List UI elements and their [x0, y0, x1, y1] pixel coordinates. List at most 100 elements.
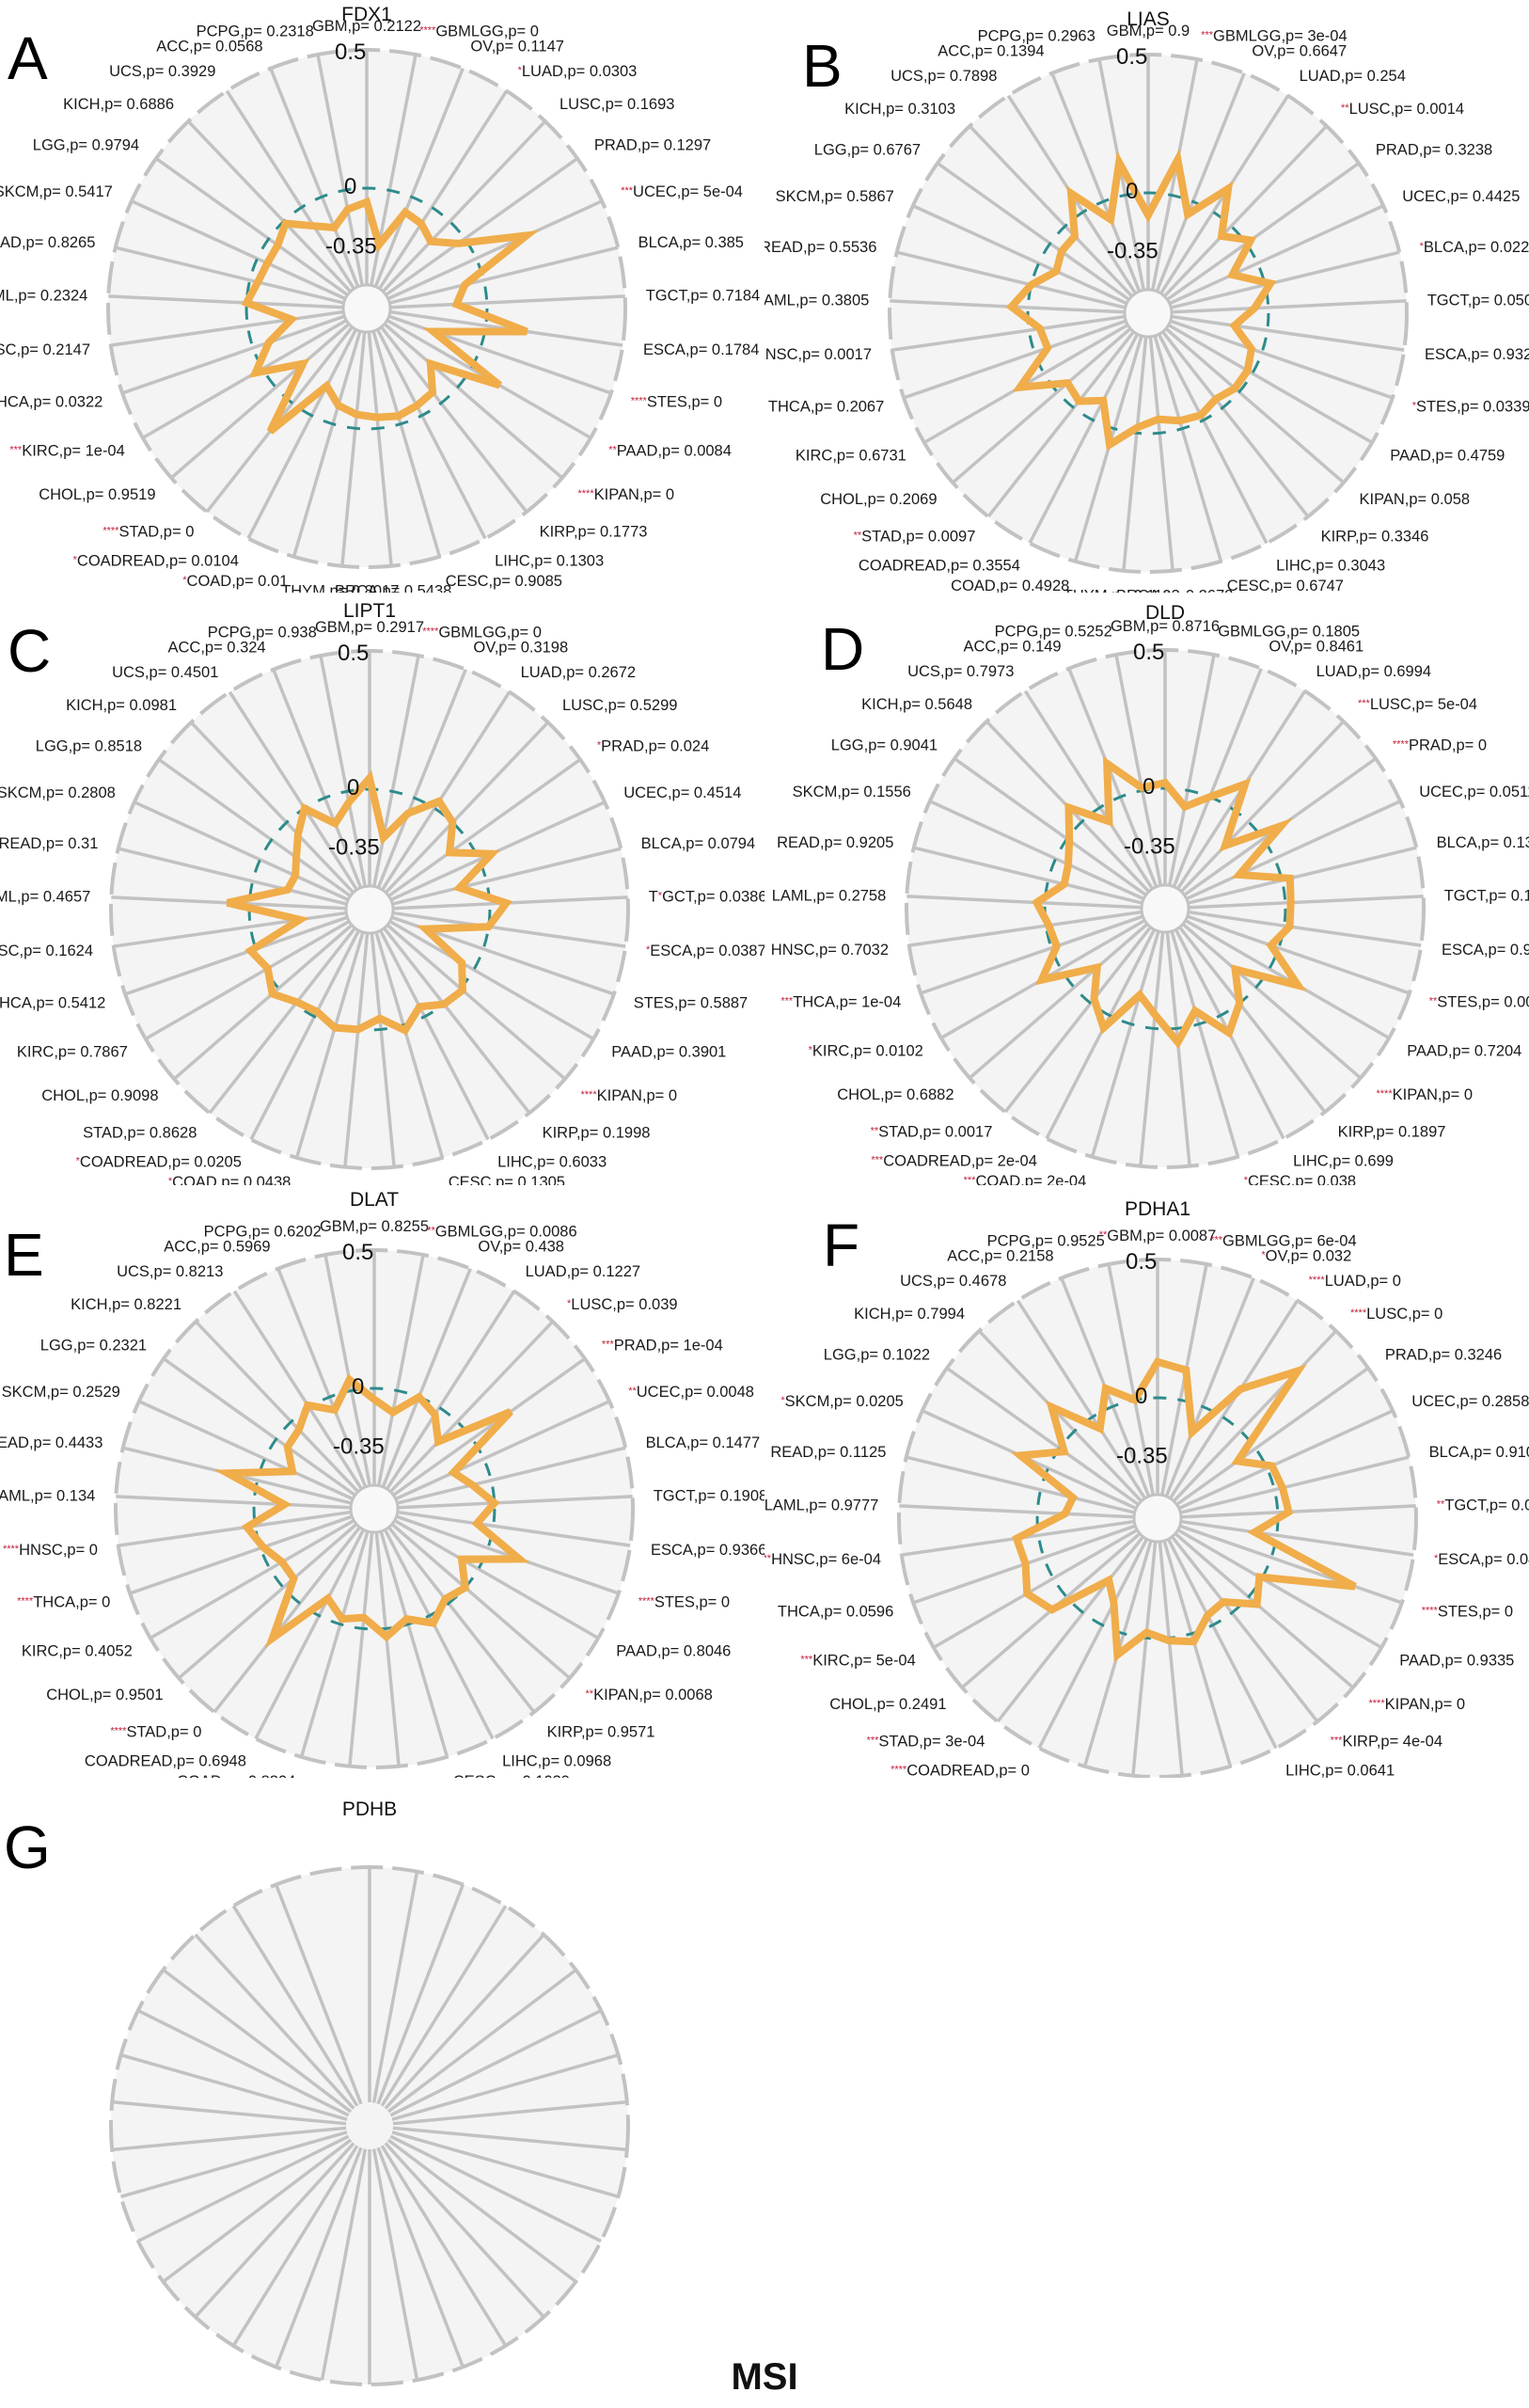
spoke-kirc: [141, 318, 348, 440]
label-text: ESCA,p= 0.9366: [651, 1542, 764, 1559]
label-text: LUSC,p= 0: [1366, 1306, 1442, 1323]
label-text: PCPG,p= 0.9525: [987, 1232, 1105, 1249]
radar-hub: [1123, 288, 1174, 339]
label-text: GBMLGG,p= 3e-04: [1213, 27, 1348, 44]
spoke-cesc: [371, 330, 442, 558]
category-label-thym: THYM,p= 0.6632: [284, 1184, 402, 1185]
label-text: OV,p= 0.6647: [1252, 43, 1347, 60]
spoke-lgg: [953, 757, 1147, 896]
label-text: THCA,p= 0: [33, 1593, 110, 1610]
category-label-brca: BRCA,p= 0.5438: [335, 583, 451, 593]
category-label-lihc: LIHC,p= 0.0968: [502, 1753, 611, 1770]
category-label-thym: THYM,p= 0.8017: [281, 583, 399, 593]
category-label-coadread: COADREAD,p= 0.6948: [85, 1753, 246, 1770]
significance-stars: *: [646, 944, 651, 956]
category-label-ucs: UCS,p= 0.3929: [109, 63, 215, 80]
significance-stars: ****: [3, 1544, 20, 1555]
significance-stars: *: [168, 1176, 173, 1185]
category-label-cesc: CESC,p= 0.1305: [449, 1174, 565, 1185]
r-tick-label: -0.35: [1124, 834, 1175, 860]
label-text: BLCA,p= 0.0226: [1424, 239, 1529, 256]
label-text: COADREAD,p= 0: [906, 1763, 1030, 1779]
category-label-kirp: ***KIRP,p= 4e-04: [1331, 1734, 1442, 1751]
label-text: OV,p= 0.3198: [473, 640, 568, 657]
correlation-polygon: [1032, 755, 1307, 1050]
spoke-stad: [996, 1535, 1144, 1723]
category-label-thca: THCA,p= 0.2067: [768, 398, 884, 415]
spoke-skcm: [929, 800, 1144, 901]
chart-title: DLD: [1144, 602, 1185, 624]
label-text: STES,p= 0.0017: [1437, 993, 1529, 1010]
category-label-laml: LAML,p= 0.2324: [0, 288, 87, 305]
label-text: COAD,p= 0.0438: [172, 1174, 291, 1185]
label-text: THYM,p= 0.3664: [1080, 1183, 1197, 1185]
spoke-prad: [385, 157, 579, 296]
category-label-blca: BLCA,p= 0.0794: [641, 835, 756, 852]
category-label-coadread: *COADREAD,p= 0.0104: [73, 553, 239, 570]
category-label-blca: BLCA,p= 0.9101: [1429, 1444, 1529, 1461]
panel-letter-a: A: [8, 24, 48, 92]
significance-stars: *: [518, 65, 523, 76]
category-label-hnsc: HNSC,p= 0.7032: [771, 942, 889, 958]
spoke-kipan: [383, 323, 563, 480]
r-tick-label: 0.5: [342, 1240, 373, 1265]
significance-stars: ****: [1369, 1698, 1386, 1709]
spoke-brca: [367, 331, 393, 566]
category-label-thca: ****THCA,p= 0: [17, 1593, 110, 1610]
category-label-gbmlgg: ****GBMLGG,p= 0: [422, 624, 542, 641]
spoke-brca: [374, 1531, 401, 1766]
category-label-cesc: CESC,p= 0.1039: [453, 1773, 570, 1778]
correlation-polygon: [213, 1373, 530, 1649]
label-text: GBM,p= 0.8255: [320, 1218, 429, 1235]
label-text: SKCM,p= 0.5867: [776, 188, 894, 205]
label-text: ESCA,p= 0.1784: [643, 341, 759, 358]
spoke-blca: [1170, 250, 1400, 309]
label-text: LAML,p= 0.2324: [0, 288, 87, 305]
spoke-lusc: [384, 1933, 545, 2110]
label-text: SKCM,p= 0.5417: [0, 183, 113, 200]
category-label-acc: ACC,p= 0.149: [963, 639, 1061, 656]
spoke-cesc: [374, 931, 445, 1159]
label-text: CHOL,p= 0.9519: [39, 486, 155, 503]
spoke-blca: [396, 1446, 626, 1505]
category-label-brca: BRCA,p= 0.2678: [1116, 588, 1233, 593]
label-text: KIRP,p= 0.1897: [1338, 1124, 1446, 1141]
category-label-esca: ESCA,p= 0.9347: [1442, 942, 1529, 958]
label-text: UCEC,p= 0.0511: [1419, 784, 1529, 800]
significance-stars: **: [608, 445, 617, 456]
category-label-stad: ***STAD,p= 3e-04: [867, 1734, 985, 1751]
category-label-stad: **STAD,p= 0.0097: [854, 529, 976, 546]
category-label-pcpg: PCPG,p= 0.2963: [978, 27, 1096, 44]
spoke-paad: [393, 1518, 600, 1640]
spoke-chol: [952, 327, 1132, 484]
category-label-paad: PAAD,p= 0.7204: [1407, 1043, 1521, 1060]
significance-stars: **: [1437, 1499, 1445, 1511]
spoke-read: [112, 2099, 347, 2126]
category-label-ucec: UCEC,p= 0.2858: [1411, 1393, 1529, 1410]
category-label-gbm: GBM,p= 0.2122: [312, 18, 421, 35]
spoke-thym: [340, 331, 367, 566]
spoke-hnsc: [118, 1510, 352, 1547]
category-label-kirc: KIRC,p= 0.7867: [17, 1044, 128, 1061]
label-text: SKCM,p= 0.1556: [793, 784, 911, 800]
spoke-laml: [108, 294, 344, 309]
category-label-cesc: CESC,p= 0.6747: [1227, 578, 1344, 593]
spoke-luad: [381, 690, 512, 891]
panel-letter-g: G: [4, 1814, 51, 1881]
label-text: ESCA,p= 0.0491: [1438, 1551, 1529, 1568]
spoke-ucec: [1178, 1409, 1394, 1511]
spoke-ov: [373, 68, 465, 288]
spoke-tgct: [389, 294, 625, 309]
category-label-blca: BLCA,p= 0.1347: [1437, 834, 1529, 851]
chart-title: PDHB: [341, 1798, 398, 1820]
footer-label-msi: MSI: [731, 2356, 798, 2398]
label-text: HNSC,p= 6e-04: [771, 1551, 881, 1568]
category-label-lihc: LIHC,p= 0.699: [1293, 1153, 1394, 1170]
category-label-gbm: GBM,p= 0.8716: [1111, 618, 1220, 635]
spoke-kich: [968, 124, 1134, 298]
label-text: KIRP,p= 0.1998: [543, 1125, 651, 1142]
category-label-ucs: UCS,p= 0.4501: [112, 664, 218, 681]
spoke-paad: [388, 919, 595, 1041]
spoke-laml: [116, 1495, 352, 1510]
spoke-kipan: [1164, 327, 1345, 484]
